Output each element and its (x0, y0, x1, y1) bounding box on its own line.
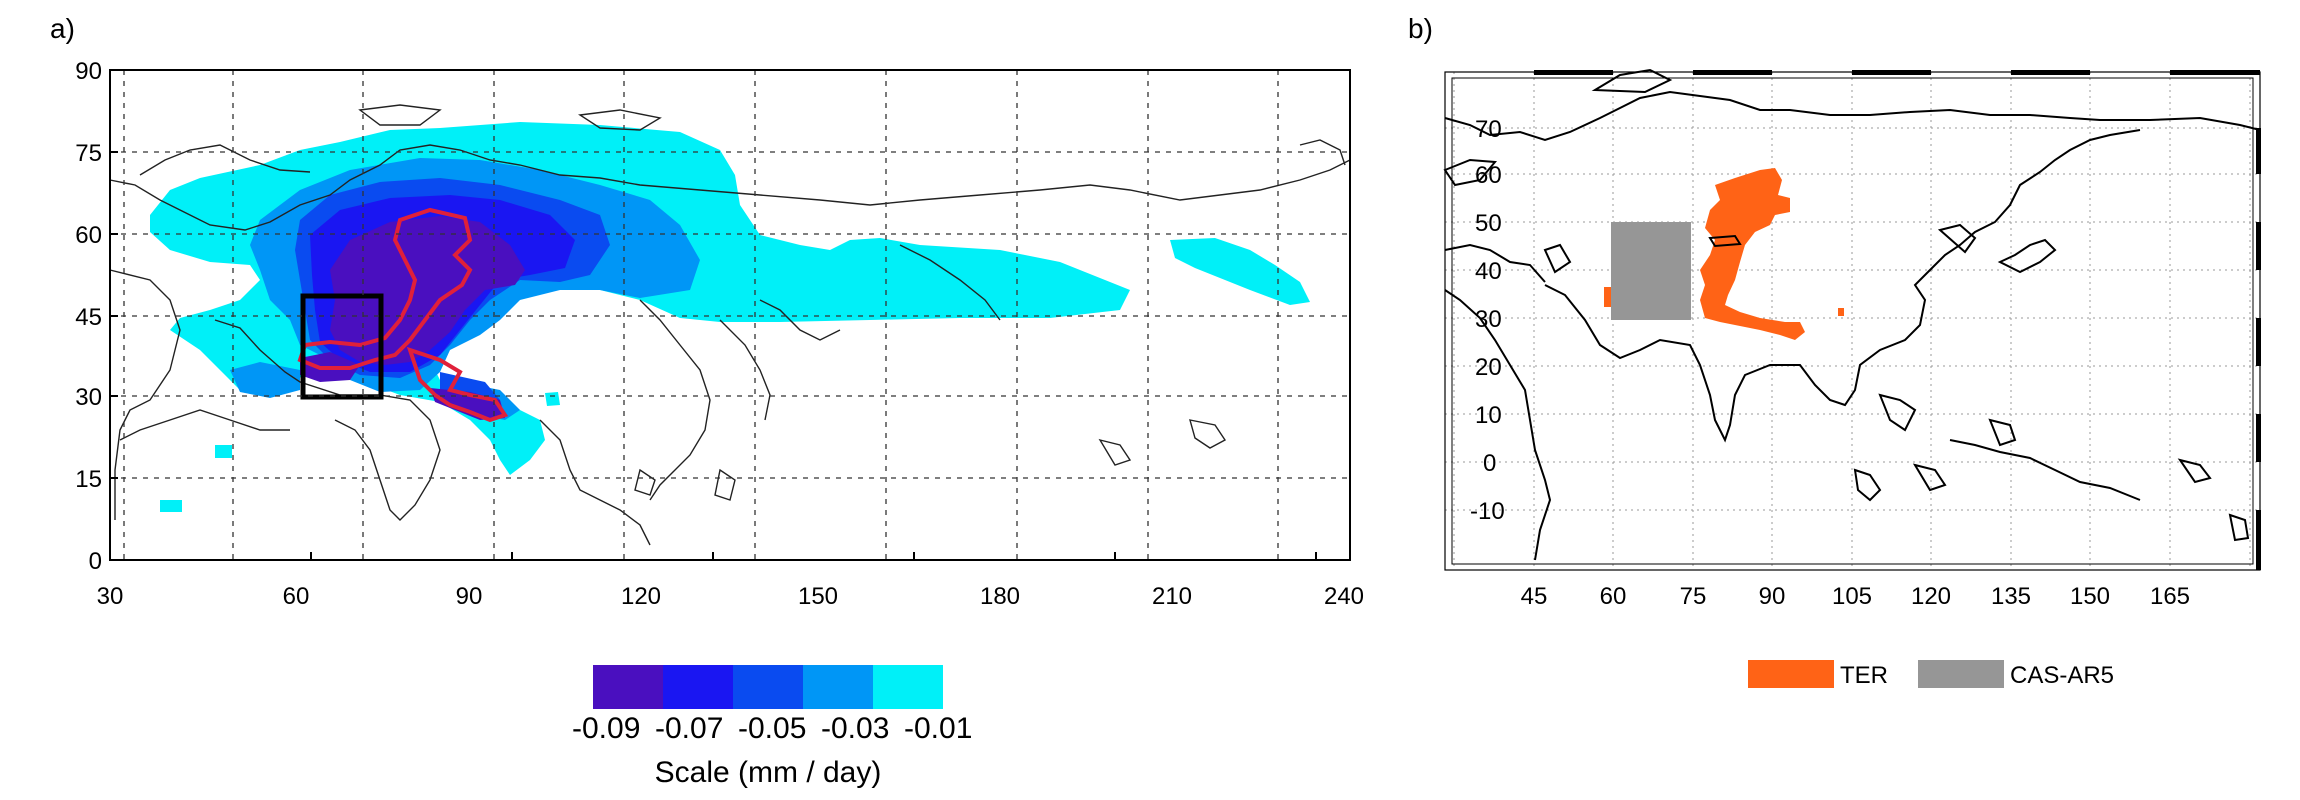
panel-b-x-tick: 135 (1991, 583, 2031, 610)
panel-a-significance-contour (297, 207, 509, 423)
colorbar-swatch (803, 665, 873, 709)
panel-a-y-tick: 90 (75, 58, 102, 85)
panel-a-x-tick: 120 (621, 583, 661, 610)
panel-a-anomaly-field (150, 122, 1310, 512)
panel-b-label: b) (1408, 13, 1433, 44)
panel-a-colorbar: -0.09 -0.07 -0.05 -0.03 -0.01 Scale (mm … (572, 665, 972, 789)
panel-b-top-border (1534, 70, 2260, 75)
panel-b-y-tick: 20 (1475, 354, 1502, 381)
panel-a-x-tick: 30 (97, 583, 124, 610)
panel-a-y-tick: 75 (75, 140, 102, 167)
panel-a-coastlines (109, 104, 1351, 546)
panel-b-legend: TER CAS-AR5 (1748, 660, 2114, 689)
panel-a-y-tick: 60 (75, 222, 102, 249)
panel-a-y-tick: 15 (75, 466, 102, 493)
panel-a-x-tick: 60 (283, 583, 310, 610)
legend-label-ter: TER (1840, 662, 1888, 689)
ter-region (1700, 168, 1805, 340)
panel-a-x-tick: 240 (1324, 583, 1364, 610)
panel-a-x-tick: 180 (980, 583, 1020, 610)
panel-b-y-tick: 10 (1475, 402, 1502, 429)
colorbar-label: -0.01 (904, 712, 972, 745)
panel-b-y-tick: 50 (1475, 210, 1502, 237)
panel-b-map: 70 60 50 40 30 20 10 0 -10 45 60 75 90 1… (1443, 68, 2261, 610)
panel-a-label: a) (50, 13, 75, 44)
colorbar-label: -0.03 (821, 712, 889, 745)
panel-a-tick-marks (109, 69, 1317, 561)
colorbar-swatch (733, 665, 803, 709)
legend-swatch-ter (1748, 660, 1834, 688)
panel-b-x-tick: 60 (1600, 583, 1627, 610)
colorbar-title: Scale (mm / day) (655, 756, 882, 789)
panel-b-gridlines (1445, 72, 2260, 570)
colorbar-label: -0.05 (738, 712, 806, 745)
panel-b-y-tick: 30 (1475, 306, 1502, 333)
colorbar-swatch (593, 665, 663, 709)
colorbar-swatch (873, 665, 943, 709)
panel-a-map: 30 60 90 120 150 180 210 240 0 15 30 45 … (75, 58, 1364, 610)
panel-b-x-tick: 165 (2150, 583, 2190, 610)
panel-b-x-tick: 120 (1911, 583, 1951, 610)
legend-label-cas-ar5: CAS-AR5 (2010, 662, 2114, 689)
panel-b-x-tick: 90 (1759, 583, 1786, 610)
ter-fragment (1838, 308, 1844, 316)
panel-a-y-tick: 30 (75, 384, 102, 411)
panel-b-coastlines (1443, 68, 2261, 561)
panel-b-x-tick: 105 (1832, 583, 1872, 610)
panel-a-x-tick: 90 (456, 583, 483, 610)
panel-a-y-tick: 0 (89, 548, 102, 575)
panel-a-gridlines (110, 70, 1350, 560)
panel-b-x-tick: 75 (1680, 583, 1707, 610)
panel-b-y-tick: 0 (1483, 450, 1496, 477)
panel-b-x-tick: 45 (1521, 583, 1548, 610)
colorbar-swatch (663, 665, 733, 709)
panel-a-x-tick: 150 (798, 583, 838, 610)
colorbar-label: -0.09 (572, 712, 640, 745)
panel-b-right-border (2256, 128, 2261, 570)
panel-b-y-tick: -10 (1470, 498, 1505, 525)
legend-swatch-cas-ar5 (1918, 660, 2004, 688)
ter-fragment (1604, 287, 1612, 307)
panel-a-study-box (300, 293, 384, 400)
panel-a-y-tick: 45 (75, 304, 102, 331)
panel-b-y-tick: 60 (1475, 162, 1502, 189)
panel-b-x-tick: 150 (2070, 583, 2110, 610)
panel-b-y-tick: 40 (1475, 258, 1502, 285)
colorbar-label: -0.07 (655, 712, 723, 745)
panel-a-x-tick: 210 (1152, 583, 1192, 610)
cas-ar5-region (1611, 222, 1691, 320)
panel-b-y-tick: 70 (1475, 116, 1502, 143)
